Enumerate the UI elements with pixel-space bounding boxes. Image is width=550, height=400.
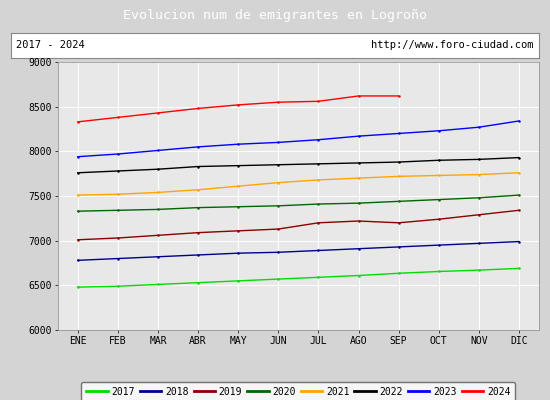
- Text: http://www.foro-ciudad.com: http://www.foro-ciudad.com: [371, 40, 534, 50]
- Text: Evolucion num de emigrantes en Logroño: Evolucion num de emigrantes en Logroño: [123, 8, 427, 22]
- Text: 2017 - 2024: 2017 - 2024: [16, 40, 85, 50]
- Legend: 2017, 2018, 2019, 2020, 2021, 2022, 2023, 2024: 2017, 2018, 2019, 2020, 2021, 2022, 2023…: [81, 382, 515, 400]
